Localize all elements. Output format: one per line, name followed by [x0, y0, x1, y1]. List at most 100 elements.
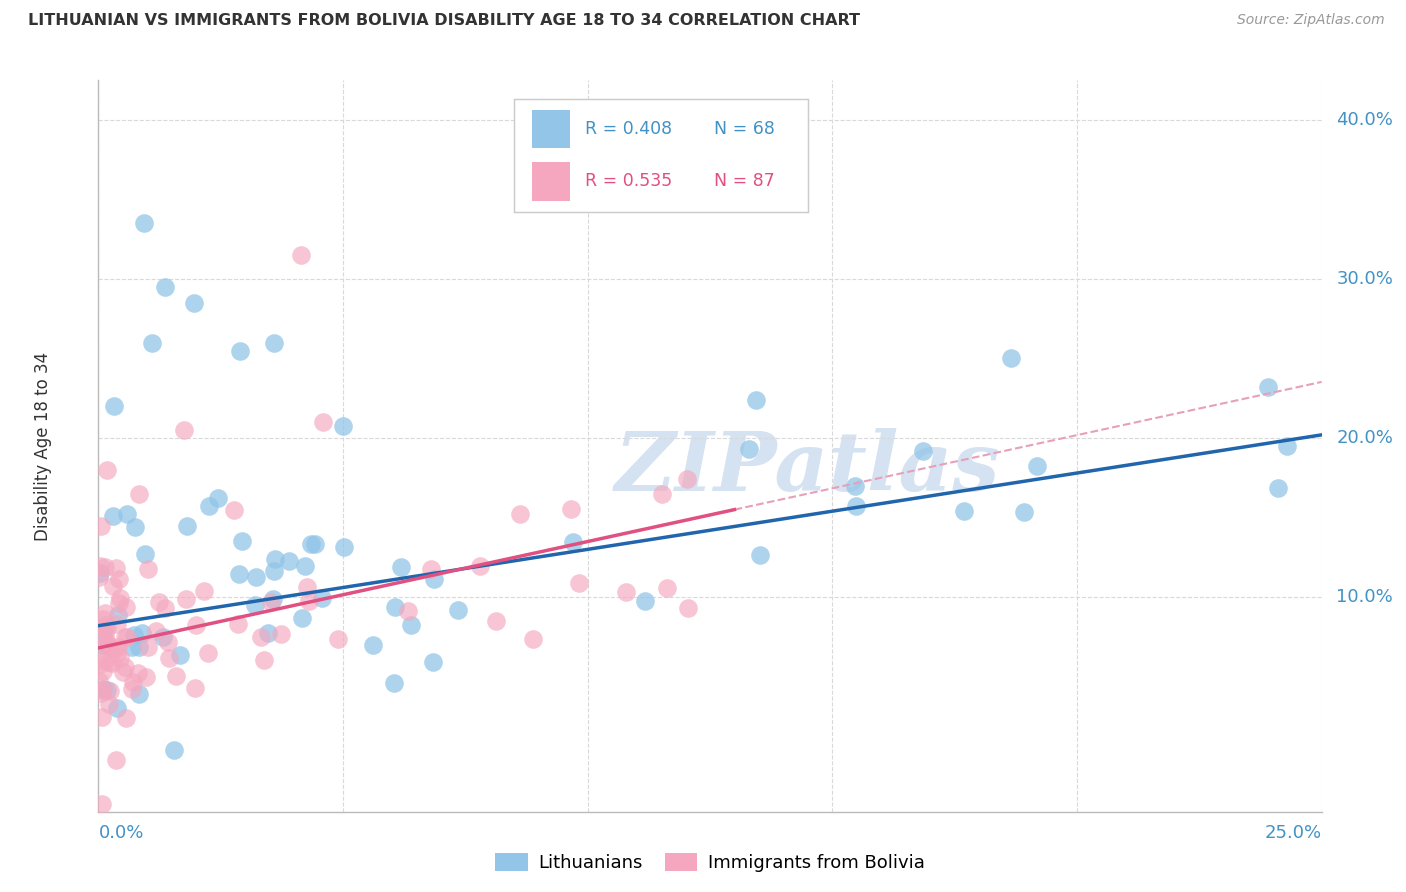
Point [176, 519, 198, 533]
Point [87, 622, 110, 636]
Point [253, 653, 276, 667]
Point [89, 657, 111, 672]
Point [89, 558, 111, 573]
Point [93, 639, 115, 653]
Text: Disability Age 18 to 34: Disability Age 18 to 34 [34, 351, 52, 541]
Point [90, 682, 112, 697]
Point [93, 559, 115, 574]
Point [115, 600, 138, 615]
Text: 25.0%: 25.0% [1264, 824, 1322, 842]
Point [193, 583, 215, 598]
Point [1277, 439, 1299, 453]
Point [111, 665, 134, 680]
Text: 20.0%: 20.0% [1336, 429, 1393, 447]
Point [568, 576, 591, 591]
Point [651, 487, 673, 501]
Point [96, 463, 118, 477]
Point [159, 651, 181, 665]
Point [174, 591, 197, 606]
Point [110, 651, 132, 665]
Point [122, 628, 145, 642]
Point [257, 626, 280, 640]
Point [96, 636, 118, 650]
Point [738, 442, 761, 456]
Point [105, 753, 128, 767]
Text: 10.0%: 10.0% [1336, 588, 1393, 606]
Point [121, 640, 143, 654]
Point [156, 635, 179, 649]
Point [115, 507, 138, 521]
Point [110, 591, 132, 606]
Point [96, 683, 118, 698]
Point [291, 611, 314, 625]
Point [124, 520, 146, 534]
Point [294, 558, 316, 573]
Point [183, 296, 205, 310]
Point [155, 601, 177, 615]
Point [634, 594, 657, 608]
Point [90, 797, 112, 811]
Point [91, 681, 114, 696]
Point [145, 624, 167, 639]
Point [207, 491, 229, 505]
Point [153, 280, 176, 294]
Point [105, 701, 128, 715]
Point [101, 508, 124, 523]
Point [468, 558, 491, 573]
Point [263, 565, 285, 579]
Point [384, 600, 406, 615]
Point [245, 570, 267, 584]
Point [184, 618, 207, 632]
Point [1014, 505, 1036, 519]
Point [91, 611, 114, 625]
Point [127, 666, 149, 681]
Point [98, 684, 121, 698]
Point [98, 697, 121, 711]
Point [655, 581, 678, 595]
Point [1000, 351, 1022, 366]
Point [290, 248, 312, 262]
Point [299, 537, 322, 551]
Point [91, 624, 114, 639]
Point [332, 418, 354, 433]
Point [91, 638, 114, 652]
Point [423, 572, 446, 586]
Point [845, 499, 868, 513]
Point [105, 646, 128, 660]
Point [183, 681, 205, 695]
Point [228, 343, 250, 358]
Point [94, 606, 117, 620]
Point [277, 554, 299, 568]
Point [97, 637, 120, 651]
Text: 0.0%: 0.0% [98, 824, 143, 842]
Point [562, 535, 585, 549]
Text: 40.0%: 40.0% [1336, 111, 1393, 129]
Text: ZIPatlas: ZIPatlas [616, 428, 1001, 508]
Point [614, 585, 637, 599]
Point [297, 580, 319, 594]
Point [128, 688, 150, 702]
Point [749, 548, 772, 562]
Point [226, 617, 249, 632]
Point [108, 572, 131, 586]
Point [270, 626, 292, 640]
Point [361, 638, 384, 652]
Point [122, 675, 145, 690]
Point [128, 640, 150, 654]
Point [326, 632, 349, 646]
Point [94, 653, 117, 667]
Point [262, 592, 284, 607]
Point [311, 591, 333, 605]
Point [509, 507, 531, 521]
Point [94, 628, 117, 642]
Point [107, 607, 129, 622]
Point [89, 674, 111, 689]
Point [198, 500, 221, 514]
Point [134, 548, 156, 562]
Point [911, 444, 934, 458]
Point [108, 596, 131, 610]
Point [114, 631, 136, 645]
Point [103, 642, 125, 657]
Point [138, 640, 160, 654]
Point [169, 648, 191, 663]
